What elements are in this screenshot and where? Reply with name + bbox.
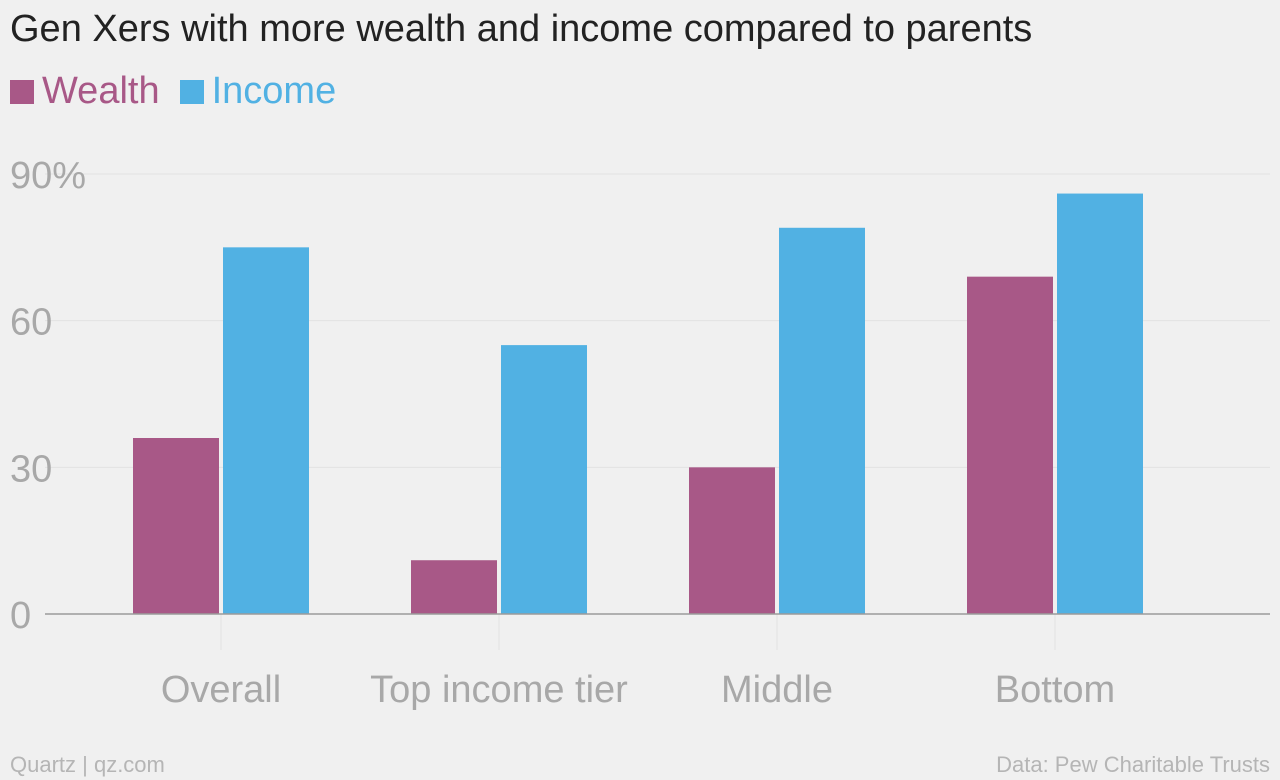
legend-swatch-wealth (10, 79, 34, 104)
bar-income (501, 345, 587, 614)
x-tick-label: Bottom (995, 669, 1115, 711)
legend-label-income: Income (211, 70, 337, 112)
chart-title: Gen Xers with more wealth and income com… (10, 8, 1033, 50)
y-tick-label: 60 (10, 302, 52, 344)
bar-wealth (411, 560, 497, 614)
legend-swatch-income (179, 79, 204, 104)
bar-income (1057, 193, 1143, 615)
bar-wealth (689, 467, 775, 614)
footer-credit: Quartz | qz.com (10, 752, 165, 777)
bar-wealth (967, 276, 1053, 614)
y-tick-label: 90% (10, 155, 86, 197)
footer-data-source: Data: Pew Charitable Trusts (996, 752, 1270, 777)
x-tick-label: Overall (161, 669, 281, 711)
legend-item-wealth: Wealth (10, 70, 160, 113)
y-tick-label: 30 (10, 448, 52, 490)
y-tick-label: 0 (10, 595, 31, 637)
legend-item-income: Income (179, 70, 337, 113)
bar-income (223, 247, 309, 615)
x-tick-label: Top income tier (370, 669, 628, 711)
bar-income (779, 227, 865, 614)
x-tick-label: Middle (721, 669, 833, 711)
legend-label-wealth: Wealth (42, 70, 160, 112)
chart-legend: Wealth Income (10, 70, 356, 113)
bar-wealth (133, 438, 219, 614)
